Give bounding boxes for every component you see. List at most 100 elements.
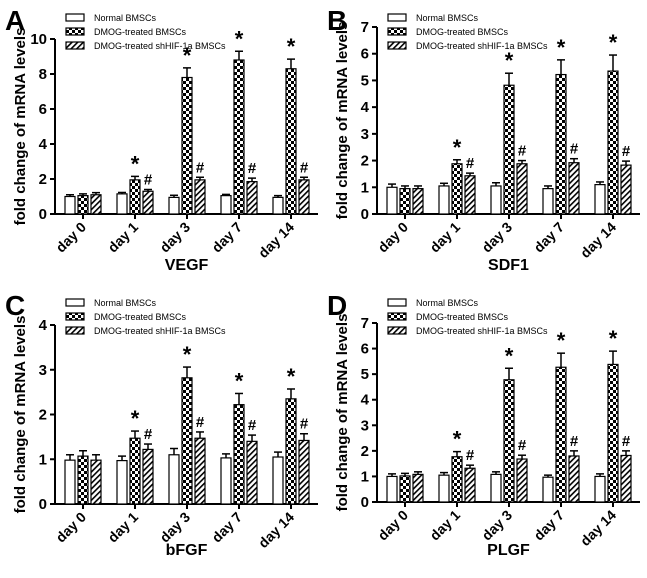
- x-tick-label: day 3: [156, 509, 193, 546]
- significance-hash: #: [466, 447, 475, 464]
- bar: [194, 179, 206, 215]
- bar: [272, 456, 284, 505]
- bar: [412, 473, 424, 503]
- bar: [438, 185, 450, 215]
- x-axis-label: VEGF: [165, 257, 209, 274]
- significance-hash: #: [248, 417, 257, 434]
- bar: [181, 76, 193, 215]
- y-axis-label: fold change of mRNA levels: [334, 22, 351, 220]
- chart-svg: C 0 1 2 3 4 fold change of mRNA levels day 0 day…: [5, 290, 318, 559]
- legend-swatch: [65, 41, 85, 50]
- significance-star: *: [287, 34, 296, 59]
- legend-swatch: [65, 13, 85, 22]
- bar: [438, 474, 450, 503]
- bar: [386, 186, 398, 215]
- significance-star: *: [183, 342, 192, 367]
- x-tick-label: day 0: [374, 219, 411, 256]
- bar: [542, 476, 554, 503]
- bar: [516, 458, 528, 503]
- legend-swatch: [387, 27, 407, 36]
- x-tick-label: day 3: [156, 219, 193, 256]
- chart-svg: D 0 1 2 3 4 5 6 7 fold change of mRNA levels day 0…: [327, 290, 640, 559]
- bar: [594, 184, 606, 215]
- panel-d-plgf: D 0 1 2 3 4 5 6 7 fold change of mRNA levels day 0…: [322, 285, 647, 578]
- bar: [298, 439, 310, 505]
- y-tick-label: 4: [361, 392, 370, 409]
- significance-hash: #: [144, 172, 153, 189]
- y-tick-label: 7: [361, 19, 369, 36]
- bar: [142, 448, 154, 505]
- y-tick-label: 0: [39, 206, 47, 223]
- x-axis-label: PLGF: [487, 542, 530, 559]
- x-tick-label: day 3: [478, 219, 515, 256]
- bar: [555, 366, 567, 503]
- bar: [490, 185, 502, 215]
- y-tick-label: 5: [361, 366, 369, 383]
- bar: [116, 193, 128, 215]
- significance-hash: #: [144, 426, 153, 443]
- bar: [464, 467, 476, 503]
- bar: [64, 195, 76, 215]
- significance-star: *: [505, 48, 514, 73]
- legend-swatch: [387, 13, 407, 22]
- legend-label: DMOG-treated BMSCs: [416, 27, 509, 37]
- bar: [116, 459, 128, 505]
- y-tick-label: 3: [39, 362, 47, 379]
- bar: [386, 475, 398, 503]
- bar: [503, 84, 515, 215]
- x-tick-label: day 14: [255, 219, 297, 261]
- legend-swatch: [387, 326, 407, 335]
- significance-hash: #: [196, 414, 205, 431]
- y-tick-label: 0: [361, 206, 369, 223]
- legend-swatch: [65, 312, 85, 321]
- y-axis-label: fold change of mRNA levels: [12, 316, 29, 514]
- bar: [607, 363, 619, 503]
- legend-label: Normal BMSCs: [416, 13, 479, 23]
- bar: [399, 188, 411, 215]
- x-tick-label: day 7: [530, 507, 567, 544]
- significance-star: *: [235, 368, 244, 393]
- bar: [451, 456, 463, 503]
- bar: [272, 196, 284, 215]
- x-tick-label: day 14: [577, 219, 619, 261]
- legend-label: DMOG-treated BMSCs: [416, 312, 509, 322]
- bar: [490, 473, 502, 503]
- panel-b-sdf1: B 0 1 2 3 4 5 6 7 fold change of mRNA levels day 0…: [322, 0, 647, 293]
- significance-star: *: [557, 328, 566, 353]
- x-tick-label: day 14: [577, 507, 619, 549]
- x-axis-label: SDF1: [488, 257, 529, 274]
- significance-star: *: [609, 30, 618, 55]
- x-axis-label: bFGF: [166, 542, 208, 559]
- x-tick-label: day 1: [426, 219, 463, 256]
- y-tick-label: 8: [39, 66, 47, 83]
- legend-label: DMOG-treated BMSCs: [94, 27, 187, 37]
- bar: [594, 475, 606, 503]
- bar: [90, 194, 102, 215]
- y-tick-label: 6: [361, 341, 369, 358]
- legend-label: DMOG-treated shHIF-1a BMSCs: [416, 41, 548, 51]
- significance-star: *: [557, 35, 566, 60]
- significance-star: *: [609, 326, 618, 351]
- bar: [464, 175, 476, 215]
- bar: [77, 195, 89, 215]
- legend-swatch: [387, 298, 407, 307]
- panel-c-bfgf: C 0 1 2 3 4 fold change of mRNA levels day 0 day…: [0, 285, 325, 578]
- y-tick-label: 2: [39, 407, 47, 424]
- significance-star: *: [453, 135, 462, 160]
- y-tick-label: 4: [39, 317, 48, 334]
- panel-label: D: [327, 290, 347, 321]
- bar: [568, 455, 580, 503]
- bar: [220, 457, 232, 505]
- bar: [233, 404, 245, 505]
- bar: [607, 70, 619, 215]
- x-tick-label: day 0: [52, 219, 89, 256]
- bar: [194, 437, 206, 505]
- bar: [64, 459, 76, 505]
- y-tick-label: 10: [30, 31, 47, 48]
- legend-label: DMOG-treated BMSCs: [94, 312, 187, 322]
- bar: [285, 68, 297, 215]
- x-tick-label: day 3: [478, 507, 515, 544]
- x-tick-label: day 1: [426, 507, 463, 544]
- significance-hash: #: [300, 159, 309, 176]
- y-tick-label: 2: [39, 171, 47, 188]
